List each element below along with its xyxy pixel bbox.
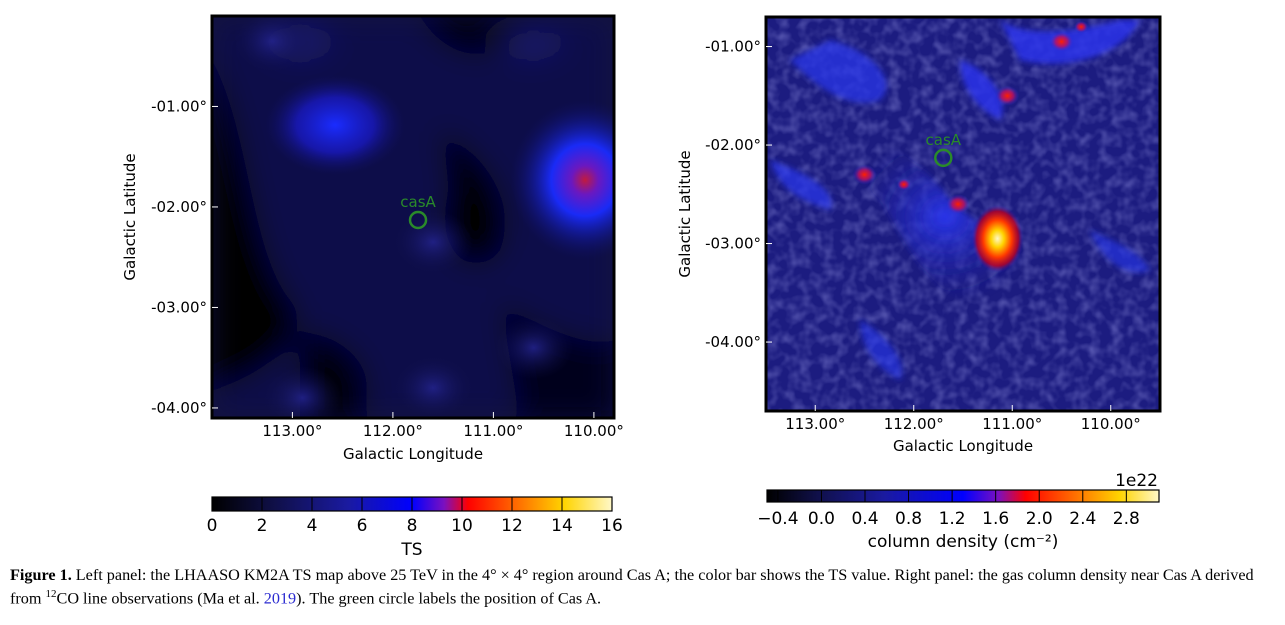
left-blob-bright: [265, 75, 405, 175]
left-frame: [210, 14, 616, 420]
left-colorbar-label: TS: [400, 540, 422, 560]
left-colorbar-tick-label: 14: [551, 516, 573, 536]
figure-caption: Figure 1. Left panel: the LHAASO KM2A TS…: [10, 566, 1278, 608]
right-gas-core: [971, 204, 1024, 273]
right-gas-clump: [1049, 31, 1074, 52]
left-colorbar-tick-label: 4: [307, 516, 318, 536]
right-gas-clump: [1074, 20, 1089, 33]
left-ylabel: Galactic Latitude: [121, 153, 139, 280]
caption-citation-link[interactable]: 2019: [263, 589, 297, 608]
right-colorbar-tick-label: 2.0: [1026, 509, 1053, 529]
caption-text-1: Left panel: the LHAASO KM2A TS map above…: [10, 566, 1254, 608]
right-ytick-label: -01.00°: [705, 38, 761, 56]
caption-sup: 12: [45, 588, 57, 600]
left-colorbar-tick-label: 16: [601, 516, 623, 536]
left-casA-marker: casA: [400, 193, 437, 230]
right-xlabel: Galactic Longitude: [893, 437, 1033, 455]
left-ytick-label: -03.00°: [151, 298, 207, 316]
right-colorbar-tick-label: 2.8: [1113, 509, 1140, 529]
right-xtick-label: 110.00°: [1081, 415, 1141, 433]
left-casA-circle: [408, 210, 428, 230]
left-xtick-label: 111.00°: [463, 422, 523, 440]
left-ytick-label: -01.00°: [151, 97, 207, 115]
right-casA-label: casA: [926, 131, 962, 149]
left-colorbar-tick-label: 2: [257, 516, 268, 536]
right-ytick-label: -03.00°: [705, 235, 761, 253]
left-ts-feature: [232, 16, 313, 74]
right-xtick-label: 111.00°: [982, 415, 1042, 433]
caption-text-2: CO line observations (Ma et al.: [56, 589, 264, 608]
left-casA-label: casA: [400, 193, 436, 211]
left-ytick-label: -02.00°: [151, 198, 207, 216]
left-panel: 113.00° 112.00° 111.00° 110.00° -01.00° -02.0…: [121, 14, 624, 463]
left-colorbar: 0 2 4 6 8 10 12 14 16 TS: [207, 496, 623, 560]
left-blob-hot: [510, 100, 614, 260]
right-colorbar-scale: 1e22: [1115, 471, 1158, 491]
right-colorbar-tick-label: 2.4: [1069, 509, 1096, 529]
left-ts-map: [212, 16, 614, 418]
right-frame: [764, 15, 1162, 413]
right-colorbar-tick-label: 0.4: [851, 509, 878, 529]
left-xtick-label: 110.00°: [564, 422, 624, 440]
right-gas-clump: [852, 164, 877, 185]
left-xlabel: Galactic Longitude: [343, 445, 483, 463]
left-colorbar-tick-label: 12: [501, 516, 523, 536]
right-colorbar: −0.4 0.0 0.4 0.8 1.2 1.6 2.0 2.4 2.8 1e22 column…: [757, 471, 1160, 552]
right-column-density-map: [766, 17, 1160, 411]
right-colorbar-label: column density (cm⁻²): [868, 532, 1059, 552]
left-xtick-label: 113.00°: [262, 422, 322, 440]
left-axes: 113.00° 112.00° 111.00° 110.00° -01.00° -02.0…: [151, 97, 624, 440]
right-casA-circle: [934, 148, 953, 168]
left-ytick-label: -04.00°: [151, 399, 207, 417]
right-xtick-label: 113.00°: [785, 415, 845, 433]
left-ts-feature: [393, 210, 474, 275]
left-ts-feature: [393, 355, 474, 418]
right-colorbar-tick-label: 0.8: [895, 509, 922, 529]
right-colorbar-gradient: [766, 489, 1160, 503]
right-colorbar-tick-label: 1.6: [982, 509, 1009, 529]
left-ts-feature: [493, 315, 574, 380]
left-ts-feature: [262, 365, 343, 418]
right-panel: 113.00° 112.00° 111.00° 110.00° -01.00° -02.0…: [676, 15, 1162, 455]
left-colorbar-tick-label: 10: [451, 516, 473, 536]
right-casA-marker: casA: [926, 131, 962, 168]
right-xtick-label: 112.00°: [884, 415, 944, 433]
caption-text-3: ). The green circle labels the position …: [296, 589, 602, 608]
right-gas-clump: [995, 85, 1020, 106]
right-gas-clump: [896, 178, 911, 191]
right-ylabel: Galactic Latitude: [676, 150, 694, 277]
right-colorbar-tick-label: 1.2: [939, 509, 966, 529]
figure-1: 113.00° 112.00° 111.00° 110.00° -01.00° -02.0…: [121, 14, 1162, 560]
right-ytick-label: -04.00°: [705, 333, 761, 351]
left-colorbar-tick-label: 6: [357, 516, 368, 536]
right-colorbar-tick-label: −0.4: [757, 509, 798, 529]
right-axes: 113.00° 112.00° 111.00° 110.00° -01.00° -02.0…: [705, 38, 1141, 433]
left-colorbar-tick-label: 8: [407, 516, 418, 536]
right-ytick-label: -02.00°: [705, 136, 761, 154]
left-colorbar-tick-label: 0: [207, 516, 218, 536]
right-gas-clump: [946, 194, 971, 215]
right-colorbar-tick-label: 0.0: [808, 509, 835, 529]
left-xtick-label: 112.00°: [363, 422, 423, 440]
caption-label: Figure 1.: [10, 566, 72, 584]
